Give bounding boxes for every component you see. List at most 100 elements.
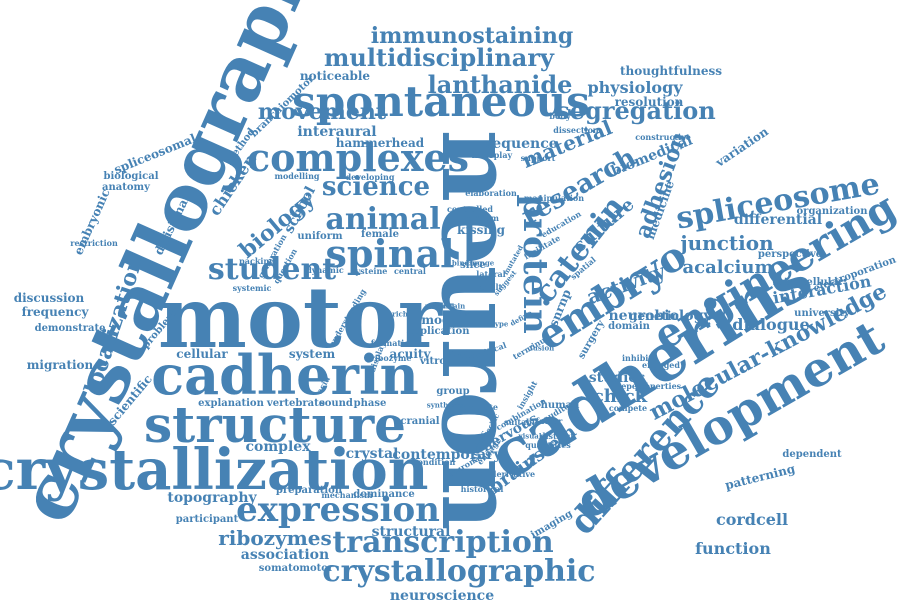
- cloud-word: crystallization: [0, 437, 429, 503]
- cloud-word: human: [540, 400, 580, 411]
- cloud-word: template: [458, 402, 498, 412]
- cloud-word: somatomotor: [258, 563, 334, 574]
- cloud-word: application: [406, 326, 470, 337]
- cloud-word: function: [695, 539, 771, 558]
- cloud-word: engaged: [642, 360, 680, 370]
- cloud-word: transcription: [332, 525, 554, 560]
- cloud-word: noticeable: [299, 69, 371, 83]
- cloud-word: interaural: [297, 124, 377, 140]
- cloud-word: hammerhead: [335, 136, 425, 150]
- cloud-word: student: [207, 252, 337, 287]
- cloud-word: developing: [345, 172, 395, 182]
- cloud-word: migration: [26, 358, 94, 372]
- cloud-word: frequency: [21, 305, 89, 319]
- cloud-word: complex: [245, 439, 311, 455]
- cloud-word: mechanism: [321, 490, 373, 500]
- cloud-word: kissing: [456, 223, 506, 237]
- cloud-word: vitro: [419, 356, 447, 367]
- cloud-word: acuity: [389, 347, 431, 361]
- cloud-word: packing: [239, 256, 275, 266]
- cloud-word: thoughtfulness: [620, 64, 722, 78]
- cloud-word: model: [421, 313, 463, 327]
- cloud-word: terbium: [463, 213, 499, 223]
- cloud-word: junction: [680, 231, 774, 255]
- cloud-word: dynamic: [306, 265, 344, 275]
- cloud-word: biological: [103, 171, 159, 182]
- cloud-word: depend: [615, 381, 649, 391]
- cloud-word: historical: [460, 484, 504, 494]
- cloud-word: sequence: [484, 136, 558, 152]
- cloud-word: distinct: [539, 431, 575, 441]
- cloud-word: group: [436, 386, 470, 397]
- cloud-word: dialogue: [732, 315, 810, 334]
- cloud-word: sustain: [436, 301, 466, 311]
- cloud-word: crystallographic: [322, 554, 596, 589]
- cloud-word: interplay: [471, 150, 513, 160]
- cloud-word: studies: [588, 370, 646, 386]
- cloud-word: lateral: [476, 269, 506, 279]
- cloud-word: sound: [319, 398, 353, 409]
- cloud-word: type: [491, 319, 509, 329]
- cloud-word: demonstrate: [34, 323, 106, 334]
- cloud-word: manipulation: [523, 193, 585, 203]
- cloud-word: systemic: [232, 283, 272, 293]
- cloud-word: fusion: [529, 343, 555, 353]
- cloud-word: constructive: [635, 132, 691, 142]
- cloud-word: quantities: [525, 440, 571, 450]
- cloud-word: neuroscience: [389, 588, 495, 603]
- cloud-word: uniform: [297, 231, 343, 242]
- cloud-word: lanthanide: [427, 70, 573, 99]
- cloud-word: preparation: [275, 485, 343, 496]
- cloud-word: perspective: [757, 249, 823, 260]
- cloud-word: female: [361, 229, 399, 240]
- cloud-word: animal: [325, 202, 441, 237]
- cloud-word: differential: [733, 212, 823, 228]
- cloud-word: modelling: [274, 171, 320, 181]
- cloud-word: condition: [412, 457, 456, 467]
- cloud-word: inhibit: [621, 353, 653, 363]
- cloud-word: contemporary: [392, 447, 502, 463]
- cloud-word: position: [456, 309, 488, 319]
- cloud-word: binding: [451, 258, 483, 268]
- cloud-word: dominance: [353, 489, 415, 500]
- cloud-word: compete: [608, 403, 648, 413]
- cloud-word: domain: [608, 321, 650, 332]
- cloud-word: discussion: [13, 291, 85, 305]
- cloud-word: multidisciplinary: [324, 43, 554, 72]
- cloud-word: participant: [175, 514, 239, 525]
- cloud-word: motor: [158, 268, 442, 367]
- cloud-word: visual: [518, 431, 542, 441]
- cloud-word: vertebrate: [266, 398, 326, 409]
- cloud-word: anatomy: [102, 182, 150, 193]
- cloud-word: dissection: [553, 125, 599, 135]
- cloud-word: physiology: [587, 78, 683, 97]
- cloud-word: resolution: [614, 95, 684, 109]
- cloud-word: core: [449, 348, 475, 359]
- cloud-word: system: [288, 347, 336, 361]
- cloud-word: derivative: [490, 469, 536, 479]
- cloud-word: intracellular: [772, 277, 844, 288]
- cloud-word: topography: [167, 490, 257, 506]
- cloud-word: dependent: [782, 449, 842, 460]
- cloud-word: patterning: [723, 461, 797, 493]
- cloud-word: segregation: [556, 96, 716, 125]
- cloud-word: organization: [796, 206, 868, 217]
- cloud-word: ribozyme: [370, 353, 412, 363]
- cloud-word: chick: [592, 386, 648, 407]
- cloud-word: present: [425, 301, 455, 311]
- cloud-word: neurobiology: [608, 308, 712, 324]
- cloud-word: support: [520, 153, 556, 163]
- cloud-word: structure: [144, 395, 406, 454]
- cloud-word: spinal: [325, 231, 455, 276]
- cloud-word: expression: [236, 490, 440, 530]
- cloud-word: structural: [371, 524, 451, 540]
- cloud-word: immunostaining: [370, 23, 574, 49]
- cloud-word: properties: [634, 381, 682, 391]
- cloud-word: suitable: [504, 417, 540, 427]
- cloud-word: restriction: [70, 238, 118, 248]
- cloud-word: ribozymes: [218, 526, 332, 550]
- cloud-word: elaboration: [465, 188, 517, 198]
- cloud-word: central: [394, 266, 426, 276]
- cloud-word: cranial: [400, 416, 440, 427]
